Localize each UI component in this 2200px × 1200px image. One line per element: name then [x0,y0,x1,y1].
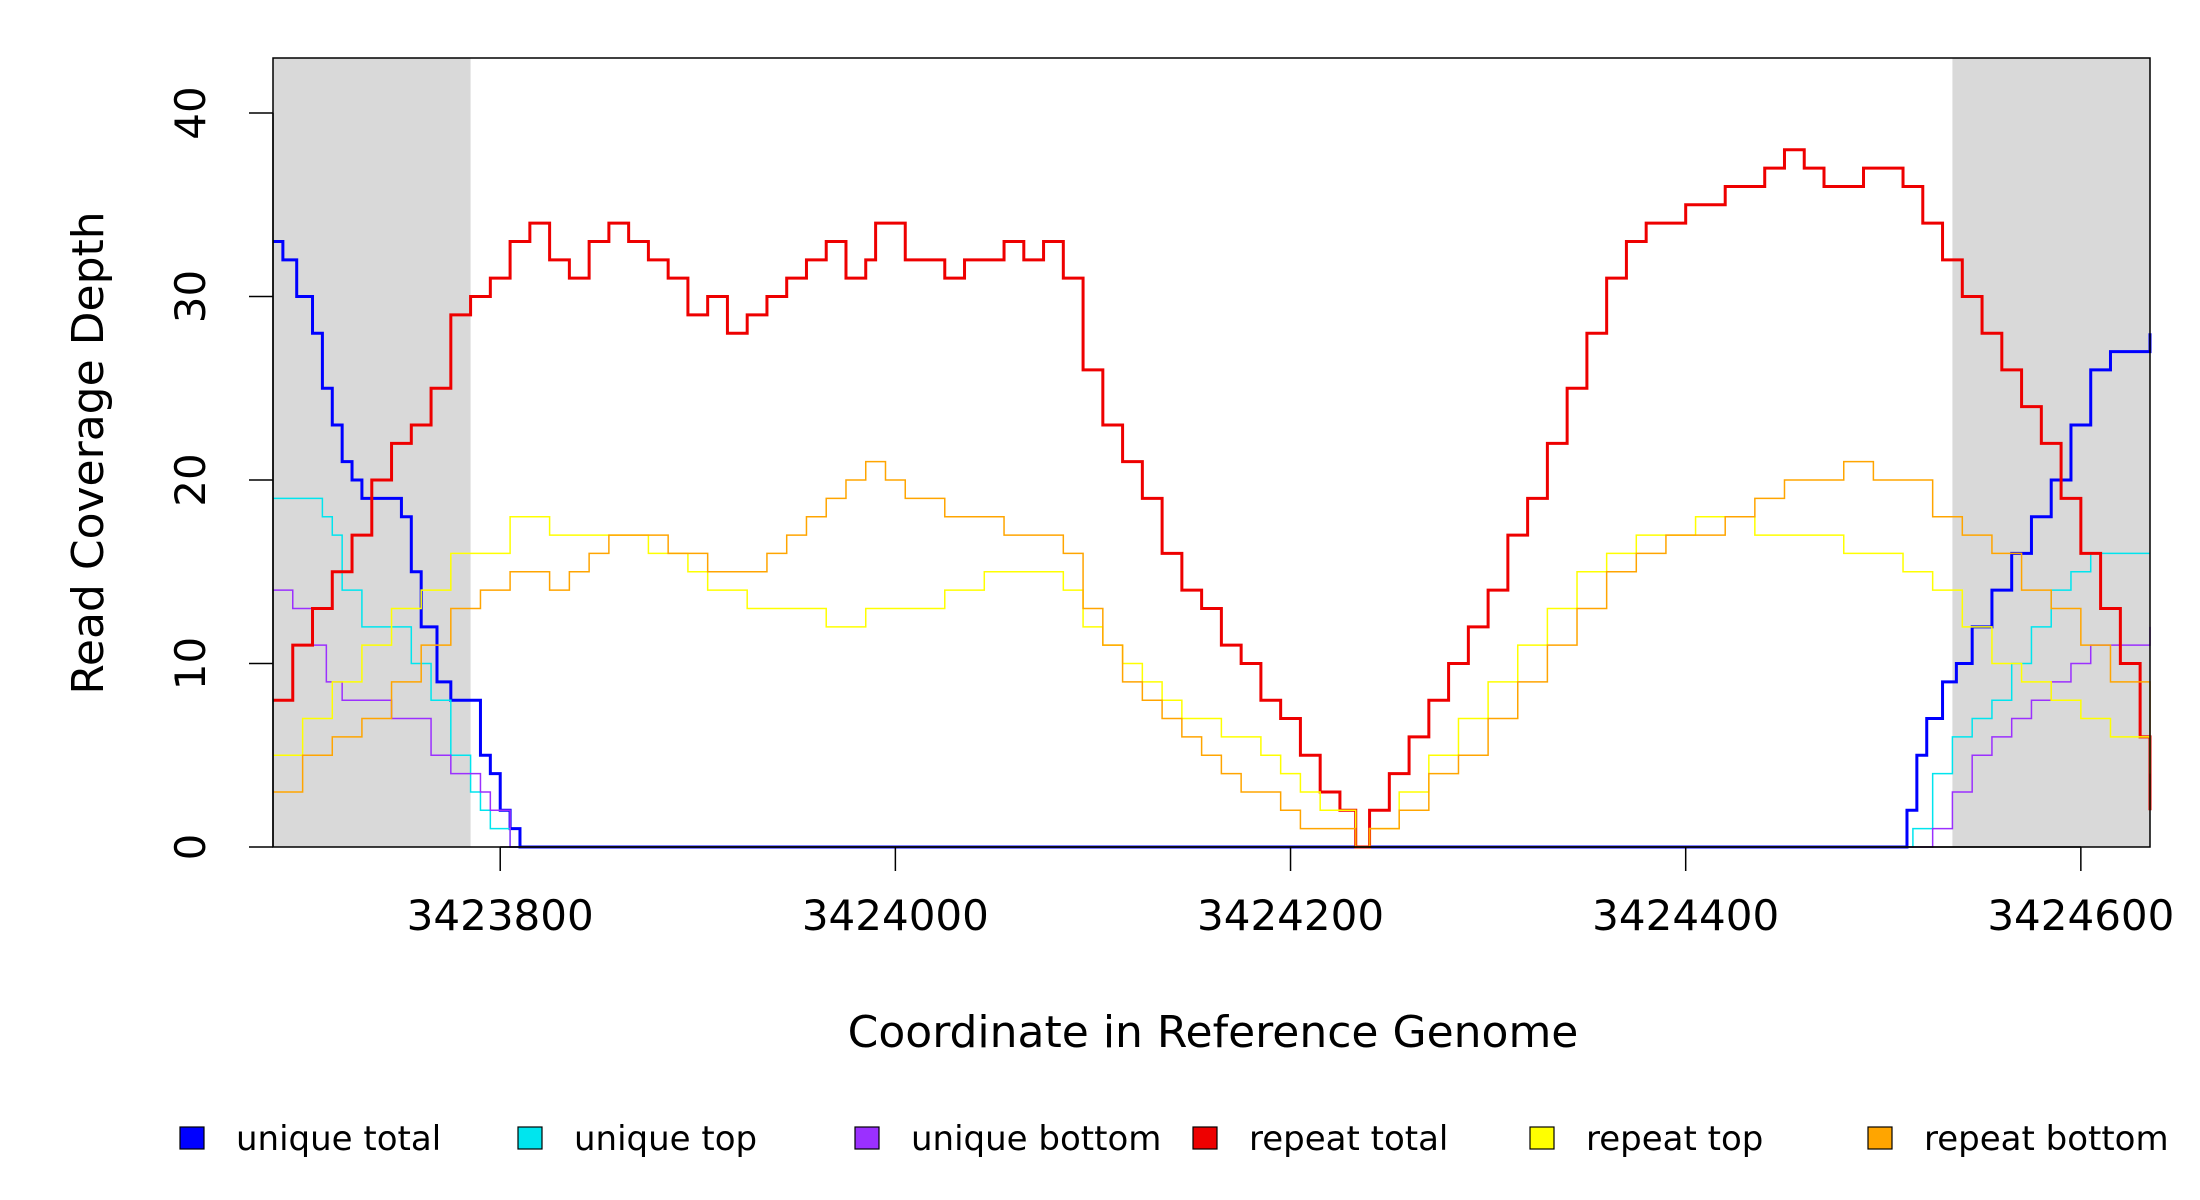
y-tick-label: 30 [166,270,215,323]
legend-swatch [1867,1126,1893,1150]
shaded-region-1 [1952,58,2150,847]
legend: unique total unique top unique bottom repea… [179,1119,2169,1159]
x-axis-label: Coordinate in Reference Genome [848,1007,1579,1058]
plot-border [272,57,2151,848]
y-tick-label: 40 [166,86,215,139]
x-tick-label: 3424200 [1197,891,1384,940]
x-axis: 3423800 3424000 3424200 3424400 3424600 [407,846,2174,940]
legend-item-unique-total: unique total [179,1119,441,1159]
series-unique-total [273,239,2152,849]
legend-item-repeat-total: repeat total [1192,1119,1448,1159]
y-tick-label: 0 [166,834,215,861]
series-unique-top [273,497,2150,848]
x-tick-label: 3424400 [1592,891,1779,940]
series-repeat-bottom [273,460,2151,848]
x-tick-label: 3424000 [802,891,989,940]
legend-label: repeat top [1586,1119,1763,1159]
legend-swatch [854,1126,880,1150]
series-lines [273,148,2152,849]
y-tick-label: 20 [166,453,215,506]
shaded-regions [273,58,2150,847]
legend-item-repeat-top: repeat top [1529,1119,1763,1159]
x-tick-label: 3423800 [407,891,594,940]
legend-label: unique bottom [911,1119,1161,1159]
shaded-region-0 [273,58,471,847]
legend-swatch [1192,1126,1218,1150]
series-repeat-top [273,515,2151,848]
legend-label: repeat total [1249,1119,1448,1159]
legend-swatch [179,1126,205,1150]
legend-item-repeat-bottom: repeat bottom [1867,1119,2169,1159]
series-repeat-total [273,148,2152,849]
legend-label: repeat bottom [1924,1119,2169,1159]
x-tick-label: 3424600 [1987,891,2174,940]
legend-label: unique total [236,1119,441,1159]
legend-label: unique top [574,1119,757,1159]
y-axis: 0 10 20 30 40 [166,86,274,861]
legend-item-unique-bottom: unique bottom [854,1119,1161,1159]
y-tick-label: 10 [166,637,215,690]
y-axis-label: Read Coverage Depth [63,211,114,694]
legend-swatch [1529,1126,1555,1150]
legend-item-unique-top: unique top [517,1119,757,1159]
legend-swatch [517,1126,543,1150]
